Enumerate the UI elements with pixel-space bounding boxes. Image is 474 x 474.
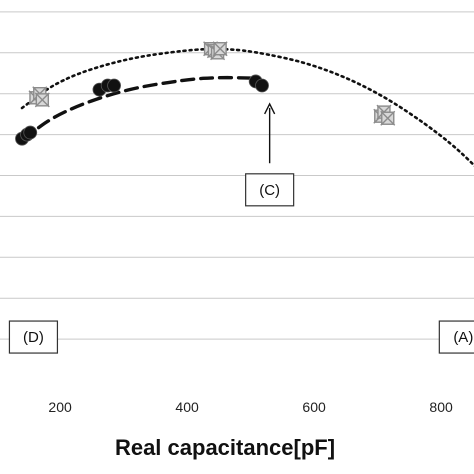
- data-point-square-cross: [212, 41, 228, 57]
- callout-label: (C): [259, 182, 280, 199]
- x-tick-label: 600: [302, 399, 326, 415]
- trendline-dashed: [21, 75, 259, 141]
- callouts: (A) (C) (D): [8, 102, 474, 354]
- trendline-dotted: [20, 47, 474, 168]
- x-axis-title: Real capacitance[pF]: [115, 435, 335, 460]
- callout-box: [245, 173, 295, 207]
- data-point-circle: [23, 125, 38, 140]
- x-tick-label: 400: [175, 399, 199, 415]
- data-point-square-cross: [34, 92, 50, 108]
- x-tick-label: 800: [429, 399, 453, 415]
- data-point-circle: [255, 78, 269, 93]
- data-point-square-cross: [380, 110, 396, 126]
- callout-label: (D): [23, 329, 44, 346]
- data-points: [15, 41, 396, 146]
- marker-cross: [212, 41, 228, 57]
- marker-cross: [34, 92, 50, 108]
- trendlines: [20, 47, 474, 168]
- x-tick-labels: 200 400 600 800: [48, 399, 453, 415]
- data-point-circle: [107, 78, 121, 93]
- callout-box: [438, 320, 474, 354]
- callout-box: [8, 320, 59, 354]
- gridlines: [0, 11, 474, 340]
- callout-a: (A): [438, 320, 474, 354]
- callout-d: (D): [8, 320, 59, 354]
- marker-cross: [380, 110, 396, 126]
- x-tick-label: 200: [48, 399, 72, 415]
- callout-label: (A): [453, 329, 473, 346]
- callout-c: (C): [245, 102, 295, 207]
- callout-arrowhead: [264, 102, 276, 115]
